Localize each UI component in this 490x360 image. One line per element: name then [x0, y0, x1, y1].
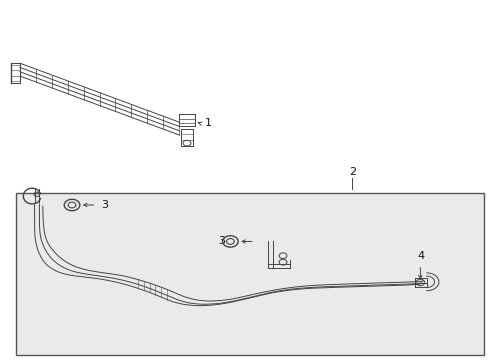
Text: 1: 1: [205, 118, 212, 128]
Text: 2: 2: [348, 167, 356, 177]
Text: 3: 3: [101, 200, 108, 210]
Text: 4: 4: [418, 251, 425, 261]
Text: 3: 3: [219, 237, 225, 247]
Bar: [16, 193, 484, 355]
